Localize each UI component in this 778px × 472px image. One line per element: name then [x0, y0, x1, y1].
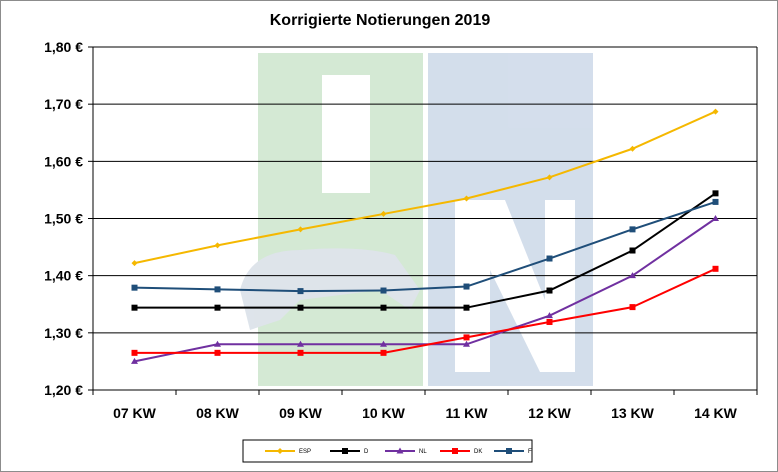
data-point-esp — [546, 174, 553, 181]
data-point-nl — [629, 272, 636, 279]
data-point-d — [297, 304, 304, 311]
data-point-nl — [463, 340, 470, 347]
series-esp — [131, 108, 719, 267]
y-tick-label: 1,30 € — [44, 325, 83, 341]
data-point-dk — [297, 349, 304, 356]
data-point-f — [546, 255, 553, 262]
data-point-dk — [712, 265, 719, 272]
data-point-nl — [380, 340, 387, 347]
series-d — [131, 190, 719, 311]
data-point-f — [463, 283, 470, 290]
y-tick-label: 1,50 € — [44, 211, 83, 227]
data-point-f — [380, 287, 387, 294]
data-point-d — [629, 247, 636, 254]
data-point-d — [214, 304, 221, 311]
x-axis-ticks: 07 KW 08 KW 09 KW 10 KW 11 KW 12 KW 13 KW 14 KW — [92, 390, 758, 421]
legend-label-f: F — [528, 449, 532, 455]
data-point-esp — [380, 210, 387, 217]
legend-label-dk: DK — [474, 449, 482, 455]
data-point-esp — [214, 242, 221, 249]
data-point-nl — [712, 215, 719, 221]
data-point-nl — [546, 312, 553, 319]
legend: ESP D NL DK F — [242, 439, 533, 463]
data-point-dk — [629, 304, 636, 311]
x-tick-label: 09 KW — [279, 405, 323, 421]
data-point-dk — [131, 349, 138, 356]
data-point-dk — [380, 349, 387, 356]
data-point-d — [546, 287, 553, 294]
chart-title: Korrigierte Notierungen 2019 — [270, 12, 491, 29]
data-point-nl — [131, 357, 138, 364]
legend-marker-esp — [277, 448, 283, 454]
data-point-d — [712, 190, 719, 197]
series-f — [131, 198, 719, 295]
series-dk — [131, 265, 719, 356]
data-point-f — [131, 284, 138, 291]
data-point-f — [297, 288, 304, 295]
data-point-esp — [297, 226, 304, 233]
data-point-f — [214, 286, 221, 293]
y-tick-label: 1,70 € — [44, 96, 83, 112]
x-tick-label: 10 KW — [362, 405, 406, 421]
x-tick-label: 12 KW — [528, 405, 572, 421]
x-tick-label: 13 KW — [611, 405, 655, 421]
data-point-f — [712, 198, 719, 205]
data-point-nl — [297, 340, 304, 347]
legend-label-esp: ESP — [299, 449, 311, 455]
y-tick-label: 1,80 € — [44, 39, 83, 55]
x-tick-label: 07 KW — [113, 405, 157, 421]
data-point-esp — [712, 108, 719, 115]
data-point-d — [463, 304, 470, 311]
x-tick-label: 08 KW — [196, 405, 240, 421]
y-tick-label: 1,40 € — [44, 268, 83, 284]
data-point-f — [629, 226, 636, 233]
data-point-nl — [214, 340, 221, 347]
data-point-dk — [214, 349, 221, 356]
y-tick-label: 1,60 € — [44, 153, 83, 169]
series-line-f — [134, 200, 716, 293]
x-tick-label: 11 KW — [445, 405, 488, 421]
data-point-esp — [131, 260, 138, 267]
legend-label-nl: NL — [419, 449, 427, 455]
data-point-esp — [629, 145, 636, 152]
grid-lines — [88, 46, 757, 391]
series-line-d — [134, 192, 717, 309]
data-point-d — [131, 304, 138, 311]
legend-label-d: D — [364, 449, 369, 455]
series-layer — [131, 108, 719, 364]
isn-watermark-logo — [240, 53, 593, 386]
legend-marker-f — [506, 448, 512, 454]
data-point-dk — [463, 334, 470, 341]
y-tick-label: 1,20 € — [44, 382, 83, 398]
series-line-esp — [134, 110, 716, 265]
data-point-d — [380, 304, 387, 311]
data-point-dk — [546, 318, 553, 325]
series-line-dk — [134, 267, 716, 354]
data-point-esp — [463, 195, 470, 202]
legend-marker-dk — [452, 448, 458, 454]
y-axis-ticks: 1,20 € 1,30 € 1,40 € 1,50 € 1,60 € 1,70 € 1,80… — [44, 39, 83, 398]
legend-marker-d — [342, 448, 348, 454]
legend-marker-nl — [396, 447, 404, 454]
x-tick-label: 14 KW — [694, 405, 738, 421]
